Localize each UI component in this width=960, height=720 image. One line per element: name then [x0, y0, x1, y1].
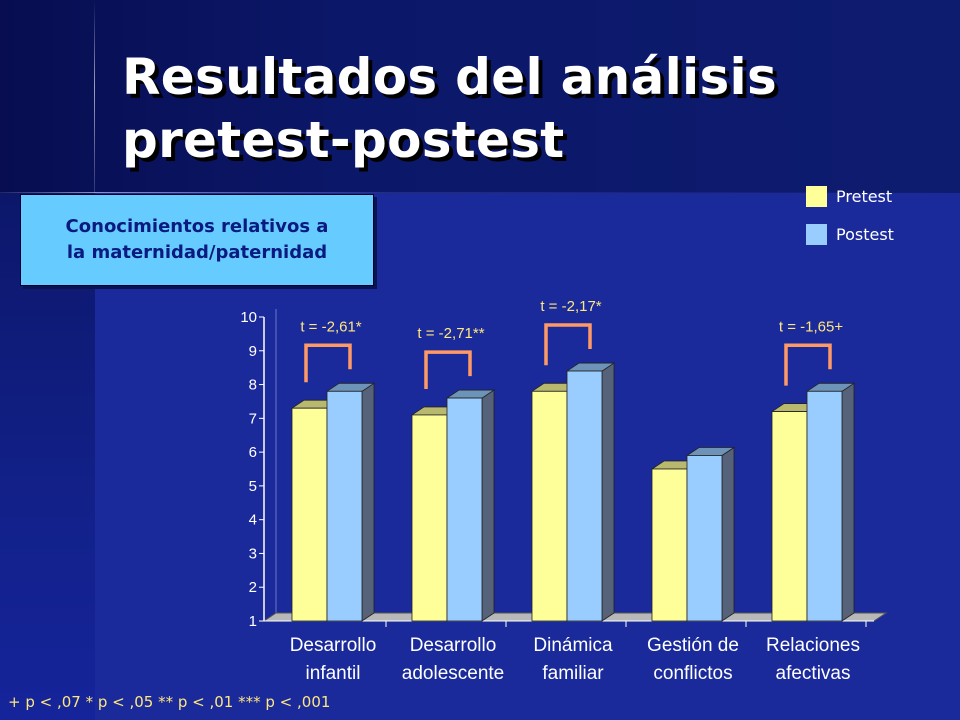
significance-label: t = -2,71** [417, 325, 484, 342]
x-category-label: familiar [542, 663, 604, 684]
x-category-label: afectivas [776, 663, 851, 684]
y-tick-label: 5 [249, 478, 257, 495]
bar-pretest [771, 411, 808, 622]
significance-bracket [304, 343, 352, 383]
bar-postest [446, 397, 483, 622]
significance-label: t = -2,61* [300, 318, 361, 335]
y-tick-label: 1 [249, 613, 257, 630]
y-tick-label: 9 [249, 343, 257, 360]
y-tick-label: 10 [240, 309, 257, 326]
bar-side [721, 446, 735, 622]
significance-label: t = -2,17* [540, 298, 601, 315]
chart-legend: Pretest Postest [806, 184, 894, 260]
significance-footnote: + p < ,07 * p < ,05 ** p < ,01 *** p < ,… [8, 693, 331, 711]
bar-pretest [291, 407, 328, 622]
slide-title: Resultados del análisis pretest-postest [122, 46, 922, 172]
title-line-1: Resultados del análisis [122, 48, 778, 106]
y-tick-label: 2 [249, 579, 257, 596]
legend-swatch-pretest [806, 185, 827, 207]
x-category-label: Dinámica [533, 635, 613, 656]
y-tick-label: 8 [249, 377, 257, 394]
legend-label-pretest: Pretest [836, 186, 893, 206]
y-tick-label: 6 [249, 444, 257, 461]
x-category-label: Gestión de [647, 635, 739, 656]
x-category-label: Desarrollo [410, 635, 497, 656]
significance-bracket [544, 323, 592, 366]
bar-pretest [651, 468, 688, 622]
significance-bracket [784, 343, 832, 386]
significance-label: t = -1,65+ [779, 318, 843, 335]
decorative-horizontal-line [0, 192, 960, 193]
bar-postest [806, 390, 843, 622]
x-category-label: adolescente [402, 663, 504, 684]
legend-label-postest: Postest [836, 224, 894, 244]
subtitle-box: Conocimientos relativos a la maternidad/… [20, 194, 374, 286]
x-category-label: Relaciones [766, 635, 860, 656]
legend-item-postest: Postest [806, 222, 894, 246]
subtitle-line-2: la maternidad/paternidad [66, 242, 328, 263]
title-line-2: pretest-postest [122, 111, 565, 169]
bar-side [361, 382, 375, 622]
bar-postest [326, 390, 363, 622]
legend-swatch-postest [806, 223, 827, 245]
legend-item-pretest: Pretest [806, 184, 894, 208]
bar-pretest [531, 390, 568, 622]
bar-postest [566, 370, 603, 622]
decorative-vertical-line [94, 0, 95, 193]
x-category-label: infantil [306, 663, 361, 684]
bar-side [841, 382, 855, 622]
subtitle-line-1: Conocimientos relativos a [65, 216, 329, 237]
significance-bracket [424, 350, 472, 389]
y-tick-label: 3 [249, 545, 257, 562]
y-tick-label: 4 [249, 512, 257, 529]
title-band [0, 0, 960, 193]
bar-side [601, 362, 615, 622]
x-category-label: Desarrollo [290, 635, 377, 656]
bar-side [481, 389, 495, 622]
y-tick-label: 7 [249, 410, 257, 427]
x-category-label: conflictos [653, 663, 732, 684]
bar-postest [686, 455, 723, 622]
bar-pretest [411, 414, 448, 622]
